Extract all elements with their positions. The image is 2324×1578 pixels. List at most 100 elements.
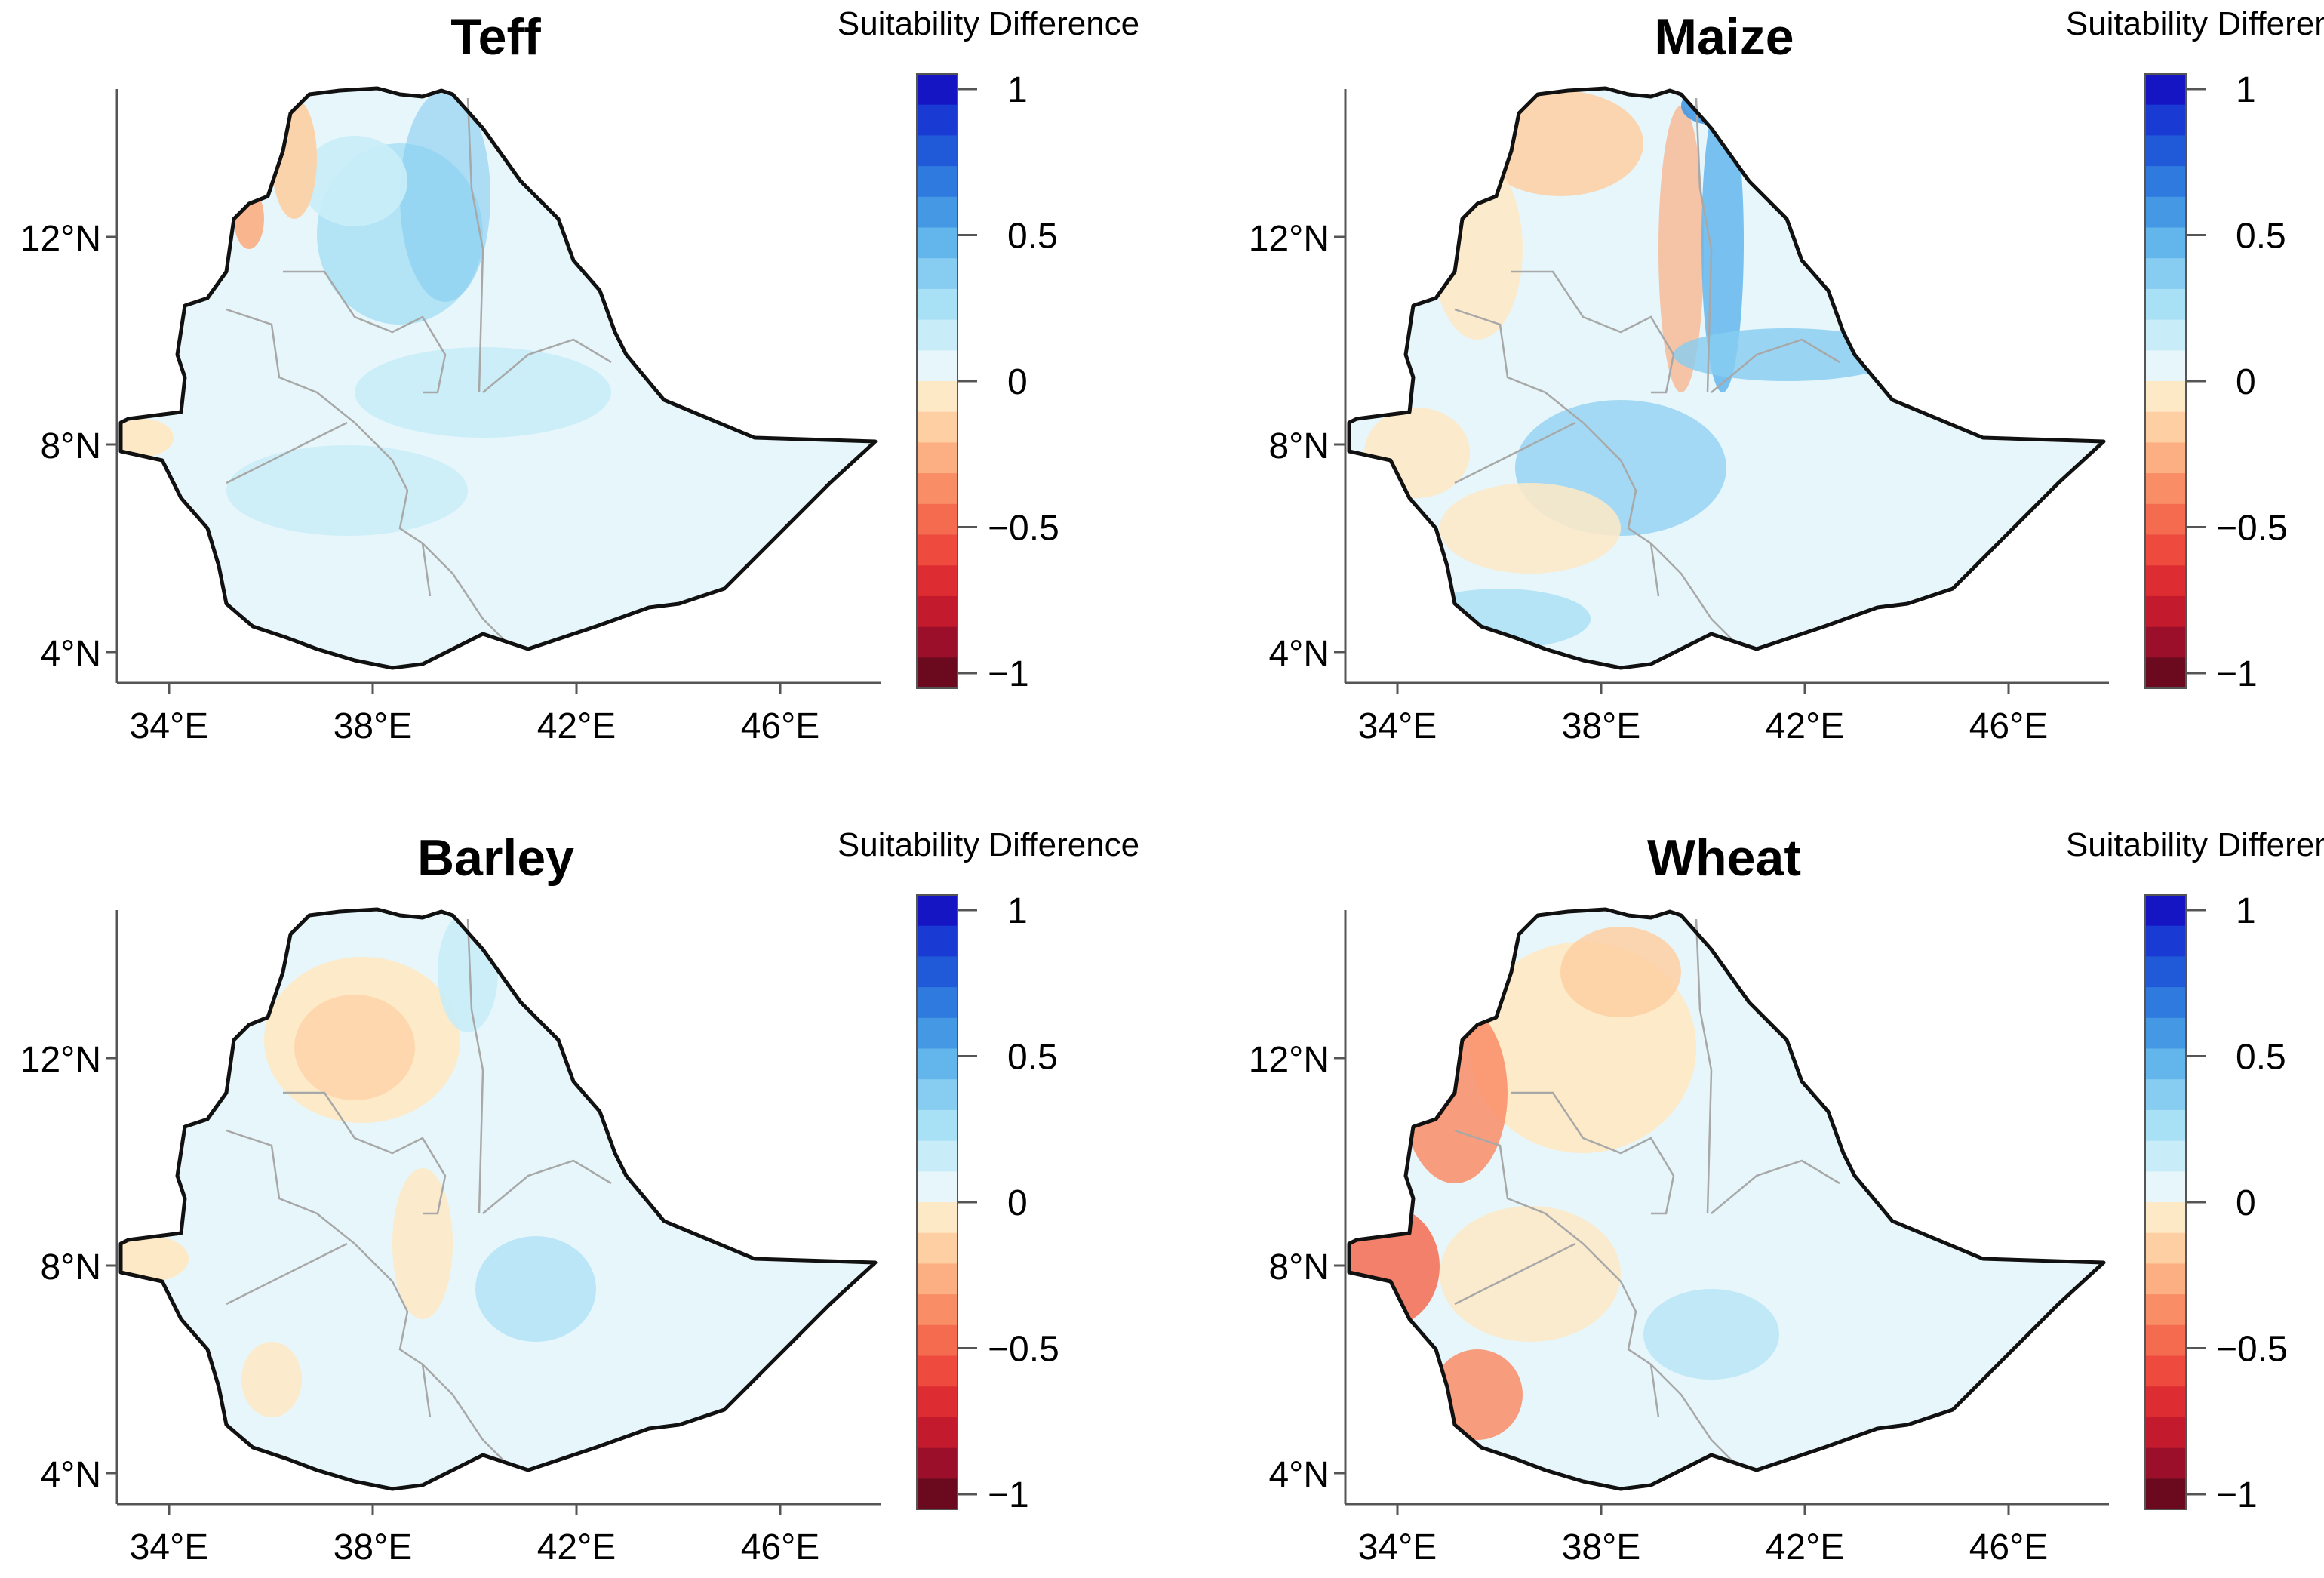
colorbar-ticks: 1 0.5 0 −0.5 −1 xyxy=(2186,891,2288,1515)
colorbar-swatch xyxy=(2145,104,2186,136)
colorbar-tick-label: 0.5 xyxy=(2236,217,2286,257)
colorbar-swatch xyxy=(917,381,958,413)
colorbar: Suitability Difference 1 0.5 0 −0.5 −1 xyxy=(2066,826,2324,1515)
colorbar: Suitability Difference 1 0.5 0 −0.5 −1 xyxy=(2066,5,2324,694)
panel-maize: Maize 12°N 8°N 4°N 34°E 38°E 42°E 46°E xyxy=(1249,5,2324,746)
country-border xyxy=(1347,907,2106,1491)
colorbar-swatch xyxy=(2145,657,2186,689)
colorbar-swatch xyxy=(917,319,958,351)
y-tick-label: 12°N xyxy=(20,1040,101,1080)
x-tick-label: 42°E xyxy=(1766,706,1845,746)
colorbar-swatch xyxy=(917,657,958,689)
region-boundaries xyxy=(226,918,612,1463)
colorbar-tick-label: −0.5 xyxy=(2216,1330,2288,1370)
colorbar-swatch xyxy=(2145,534,2186,566)
colorbar-swatch xyxy=(2145,1478,2186,1510)
suitability-anomalies xyxy=(1349,927,1779,1440)
colorbar-swatches xyxy=(2145,74,2186,689)
colorbar-swatch xyxy=(917,258,958,290)
colorbar-swatch xyxy=(917,1109,958,1142)
colorbar-swatch xyxy=(917,227,958,259)
x-tick-label: 38°E xyxy=(334,1527,413,1567)
colorbar-swatch xyxy=(917,166,958,198)
colorbar-swatch xyxy=(917,565,958,597)
plot-axes: 12°N 8°N 4°N 34°E 38°E 42°E 46°E xyxy=(1249,910,2109,1567)
colorbar-swatch xyxy=(917,1417,958,1449)
colorbar-tick-label: 0 xyxy=(1007,362,1028,402)
colorbar-swatch xyxy=(2145,1386,2186,1418)
colorbar-swatch xyxy=(2145,1447,2186,1479)
colorbar-swatch xyxy=(917,1140,958,1172)
colorbar-swatch xyxy=(2145,442,2186,474)
x-tick-label: 38°E xyxy=(1562,706,1641,746)
colorbar-title: Suitability Difference xyxy=(2066,5,2324,42)
colorbar-swatch xyxy=(2145,1017,2186,1050)
x-tick-label: 34°E xyxy=(130,706,209,746)
x-tick-label: 38°E xyxy=(1562,1527,1641,1567)
colorbar-swatch xyxy=(917,135,958,167)
colorbar-swatch xyxy=(917,1232,958,1264)
colorbar-ticks: 1 0.5 0 −0.5 −1 xyxy=(958,891,1059,1515)
colorbar-swatch xyxy=(917,1017,958,1050)
colorbar-tick-label: −1 xyxy=(2216,1475,2258,1515)
y-tick-label: 4°N xyxy=(1268,1455,1330,1495)
colorbar-tick-label: −0.5 xyxy=(988,509,1059,549)
colorbar-swatch xyxy=(2145,1417,2186,1449)
region-boundaries xyxy=(226,97,612,642)
y-tick-label: 4°N xyxy=(1268,634,1330,674)
x-tick-label: 46°E xyxy=(741,1527,820,1567)
colorbar-title: Suitability Difference xyxy=(838,826,1139,863)
colorbar-swatch xyxy=(917,595,958,628)
colorbar-tick-label: 0 xyxy=(2236,1183,2256,1223)
region-boundaries xyxy=(1454,918,1840,1463)
colorbar-swatch xyxy=(2145,288,2186,321)
colorbar-swatches xyxy=(917,74,958,689)
colorbar-tick-label: −0.5 xyxy=(2216,509,2288,549)
colorbar-swatch xyxy=(917,104,958,136)
colorbar-swatch xyxy=(2145,1294,2186,1326)
colorbar-swatch xyxy=(917,196,958,229)
colorbar-swatch xyxy=(2145,1048,2186,1080)
colorbar-swatch xyxy=(917,956,958,988)
x-tick-label: 34°E xyxy=(1358,1527,1437,1567)
colorbar-swatch xyxy=(2145,74,2186,106)
x-tick-label: 42°E xyxy=(537,706,616,746)
colorbar-swatch xyxy=(917,350,958,382)
x-tick-label: 42°E xyxy=(537,1527,616,1567)
colorbar-swatch xyxy=(2145,895,2186,927)
colorbar-swatch xyxy=(917,1386,958,1418)
colorbar-swatch xyxy=(2145,595,2186,628)
colorbar-swatch xyxy=(917,1263,958,1295)
colorbar-swatch xyxy=(917,442,958,474)
colorbar-tick-label: 1 xyxy=(2236,70,2256,110)
colorbar-swatch xyxy=(2145,1324,2186,1357)
colorbar-swatch xyxy=(917,1324,958,1357)
colorbar-swatch xyxy=(2145,1109,2186,1142)
suitability-anomalies xyxy=(121,912,596,1417)
colorbar-tick-label: 1 xyxy=(1007,891,1028,931)
colorbar-tick-label: 0.5 xyxy=(1007,1038,1058,1078)
colorbar-swatch xyxy=(2145,196,2186,229)
plot-axes: 12°N 8°N 4°N 34°E 38°E 42°E 46°E xyxy=(20,89,881,746)
colorbar-swatch xyxy=(2145,503,2186,536)
colorbar-title: Suitability Difference xyxy=(838,5,1139,42)
colorbar-tick-label: −1 xyxy=(988,654,1029,694)
colorbar-swatch xyxy=(917,1478,958,1510)
panel-barley: Barley 12°N 8°N 4°N 34°E 38°E 42°E 46°E xyxy=(20,826,1139,1567)
colorbar-swatch xyxy=(2145,1232,2186,1264)
plot-axes: 12°N 8°N 4°N 34°E 38°E 42°E 46°E xyxy=(20,910,881,1567)
colorbar-swatch xyxy=(917,925,958,957)
colorbar-tick-label: −0.5 xyxy=(988,1330,1059,1370)
colorbar-swatch xyxy=(917,1171,958,1203)
country-fill xyxy=(121,909,875,1489)
y-tick-label: 12°N xyxy=(1249,1040,1330,1080)
colorbar-tick-label: 0 xyxy=(2236,362,2256,402)
colorbar-swatch xyxy=(917,503,958,536)
colorbar-swatches xyxy=(917,895,958,1510)
panel-title: Teff xyxy=(450,8,541,66)
panel-teff: Teff 12°N 8°N 4°N 34°E 38°E 42°E 46°E xyxy=(20,5,1139,746)
colorbar-tick-label: −1 xyxy=(988,1475,1029,1515)
colorbar-tick-label: 0.5 xyxy=(1007,217,1058,257)
colorbar-swatch xyxy=(2145,987,2186,1019)
